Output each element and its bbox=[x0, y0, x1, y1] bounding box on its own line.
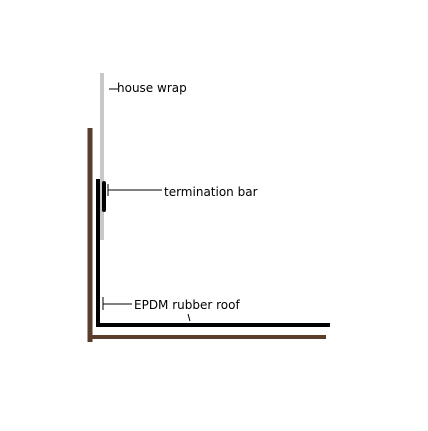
epdm-roof-label: EPDM rubber roof bbox=[134, 298, 240, 312]
termination-bar-label: termination bar bbox=[164, 185, 258, 199]
house-wrap-label: house wrap bbox=[117, 81, 187, 95]
epdm-pointer-tick bbox=[187, 313, 191, 322]
